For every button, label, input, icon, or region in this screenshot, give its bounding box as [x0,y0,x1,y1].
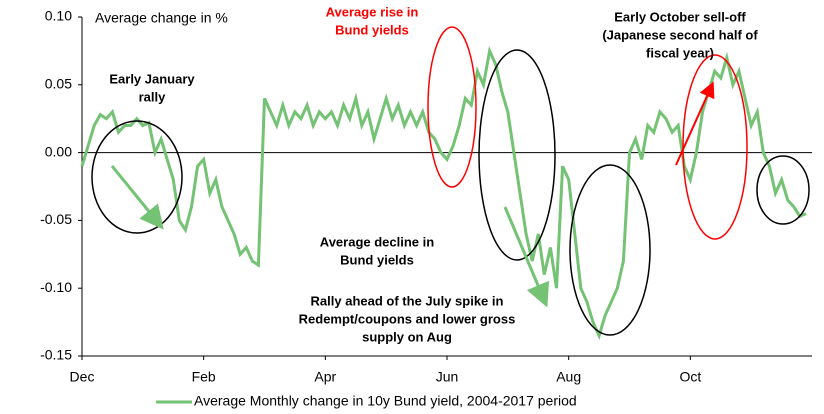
x-tick-label: Apr [314,369,336,385]
arrow [110,165,164,230]
y-tick-label: 0.10 [45,8,72,24]
x-tick-label: Oct [679,369,701,385]
annotation: supply on Aug [362,329,452,344]
annotation: Rally ahead of the July spike in [311,293,504,308]
x-tick-label: Feb [192,369,216,385]
annotation: Average rise in [326,4,419,19]
annotation: Bund yields [335,22,409,37]
x-tick-label: Dec [70,369,95,385]
y-tick-label: -0.05 [40,211,72,227]
annotation: Average decline in [320,234,434,249]
annotation: (Japanese second half of [602,27,758,42]
annotation: Redempt/coupons and lower gross [299,311,516,326]
annotation: Early October sell-off [614,9,746,24]
x-tick-label: Aug [556,369,581,385]
y-tick-label: -0.10 [40,279,72,295]
annotation: Bund yields [340,252,414,267]
highlight-ellipse [91,120,183,234]
highlight-ellipse [756,155,810,225]
annotation: fiscal year) [646,45,714,60]
line-series [80,45,807,340]
highlight-ellipse [478,49,556,261]
y-tick-label: 0.05 [45,76,72,92]
highlight-ellipse [427,26,477,188]
arrow [675,81,715,166]
y-tick-label: -0.15 [40,347,72,363]
highlight-ellipse [569,164,651,336]
annotation: rally [139,89,167,104]
arrow [503,206,550,308]
annotation: Early January [109,71,195,86]
chart-title: Average change in % [95,10,228,26]
highlight-ellipse [682,54,748,240]
legend-label: Average Monthly change in 10y Bund yield… [194,393,577,409]
x-tick-label: Jun [436,369,459,385]
y-tick-label: 0.00 [45,143,72,159]
